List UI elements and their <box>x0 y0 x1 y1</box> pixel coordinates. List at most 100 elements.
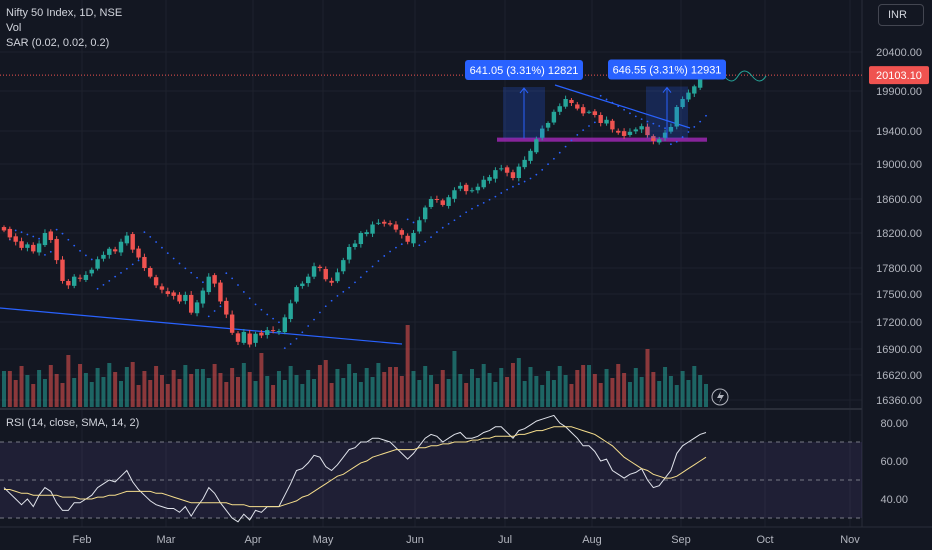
candle-body <box>393 224 399 230</box>
sar-dot <box>670 143 672 146</box>
volume-bar <box>399 376 404 407</box>
candle-body <box>54 238 59 261</box>
sar-dot <box>108 279 111 282</box>
candle-body <box>569 99 574 103</box>
candle-body <box>528 150 533 161</box>
candle-body <box>171 292 176 296</box>
rsi-legend[interactable]: RSI (14, close, SMA, 14, 2) <box>6 417 140 429</box>
candle-body <box>19 241 24 248</box>
volume-bar <box>37 370 42 407</box>
volume-bar <box>130 362 135 407</box>
volume-bar <box>663 367 668 407</box>
sar-dot <box>406 218 409 221</box>
volume-bar <box>42 379 47 407</box>
sar-dot <box>225 272 228 275</box>
sar-dot <box>617 105 620 108</box>
volume-bar <box>189 374 194 407</box>
volume-bar <box>136 385 141 407</box>
volume-bar <box>534 376 539 407</box>
candle-body <box>405 235 410 242</box>
volume-legend[interactable]: Vol <box>6 22 22 34</box>
sar-dot <box>512 185 514 188</box>
volume-bar <box>569 384 574 407</box>
volume-bar <box>627 382 632 407</box>
candle-body <box>493 170 498 179</box>
sar-dot <box>149 235 152 238</box>
candle-body <box>639 126 644 130</box>
price-tick-label: 16900.00 <box>876 344 922 356</box>
rsi-tick-label: 80.00 <box>880 418 908 430</box>
sar-dot <box>687 131 690 133</box>
sar-dot <box>348 286 351 289</box>
candle-body <box>224 300 229 315</box>
sar-dot <box>652 122 655 125</box>
volume-bar <box>452 351 457 407</box>
sar-dots <box>8 94 707 349</box>
sar-dot <box>67 238 70 241</box>
volume-bar <box>241 363 246 407</box>
volume-bar <box>668 376 673 407</box>
sar-dot <box>190 271 193 274</box>
measure-label: 646.55 (3.31%) 12931 <box>613 65 722 77</box>
candle-body <box>586 111 592 113</box>
candle-body <box>627 131 633 135</box>
candle-body <box>487 177 492 181</box>
sar-dot <box>482 201 485 204</box>
sar-dot <box>488 198 491 201</box>
volume-bar <box>376 363 381 407</box>
sar-dot <box>254 303 257 306</box>
sar-dot <box>32 235 35 238</box>
rsi-ma-line <box>4 426 707 508</box>
symbol-legend[interactable]: Nifty 50 Index, 1D, NSE <box>6 7 123 19</box>
price-tick-label: 18600.00 <box>876 194 922 206</box>
volume-bar <box>686 380 691 407</box>
volume-bar <box>124 367 129 407</box>
support-zone <box>497 137 707 142</box>
sar-dot <box>301 331 304 334</box>
sar-dot <box>658 125 661 127</box>
sar-dot <box>640 118 643 120</box>
sar-dot <box>272 317 274 320</box>
sar-dot <box>664 127 666 130</box>
sar-dot <box>471 207 473 210</box>
grid-lines <box>0 0 932 528</box>
volume-bar <box>505 377 510 407</box>
measure-arrowhead <box>519 87 529 94</box>
volume-bar <box>218 373 223 407</box>
candle-body <box>235 333 241 342</box>
sar-dot <box>313 318 315 321</box>
sar-legend[interactable]: SAR (0.02, 0.02, 0.2) <box>6 37 110 49</box>
sar-dot <box>629 112 631 115</box>
candle-body <box>469 190 475 192</box>
candle-body <box>36 243 42 253</box>
candle-body <box>522 159 527 168</box>
volume-bar <box>674 385 679 407</box>
candle-body <box>159 286 165 290</box>
candle-body <box>504 167 510 173</box>
sar-dot <box>237 284 239 286</box>
candle-body <box>7 228 13 238</box>
sar-dot <box>219 305 222 308</box>
candle-body <box>101 254 106 259</box>
candle-body <box>358 233 364 245</box>
price-tick-label: 17800.00 <box>876 263 922 275</box>
time-tick-label: May <box>313 534 334 546</box>
volume-bar <box>288 366 293 407</box>
sar-dot <box>278 321 280 324</box>
sar-dot <box>646 120 649 123</box>
volume-bar <box>581 365 586 407</box>
sar-dot <box>400 243 403 246</box>
currency-button[interactable]: INR <box>878 4 924 26</box>
candle-body <box>346 247 352 260</box>
candle-body <box>189 294 194 313</box>
candle-body <box>42 233 48 246</box>
candle-body <box>247 333 252 345</box>
candle-body <box>148 268 153 277</box>
volume-bar <box>195 369 200 407</box>
sar-dot <box>161 246 163 249</box>
sar-dot <box>289 343 292 345</box>
candle-body <box>510 172 516 178</box>
volume-bar <box>493 382 498 407</box>
candle-body <box>621 131 627 136</box>
